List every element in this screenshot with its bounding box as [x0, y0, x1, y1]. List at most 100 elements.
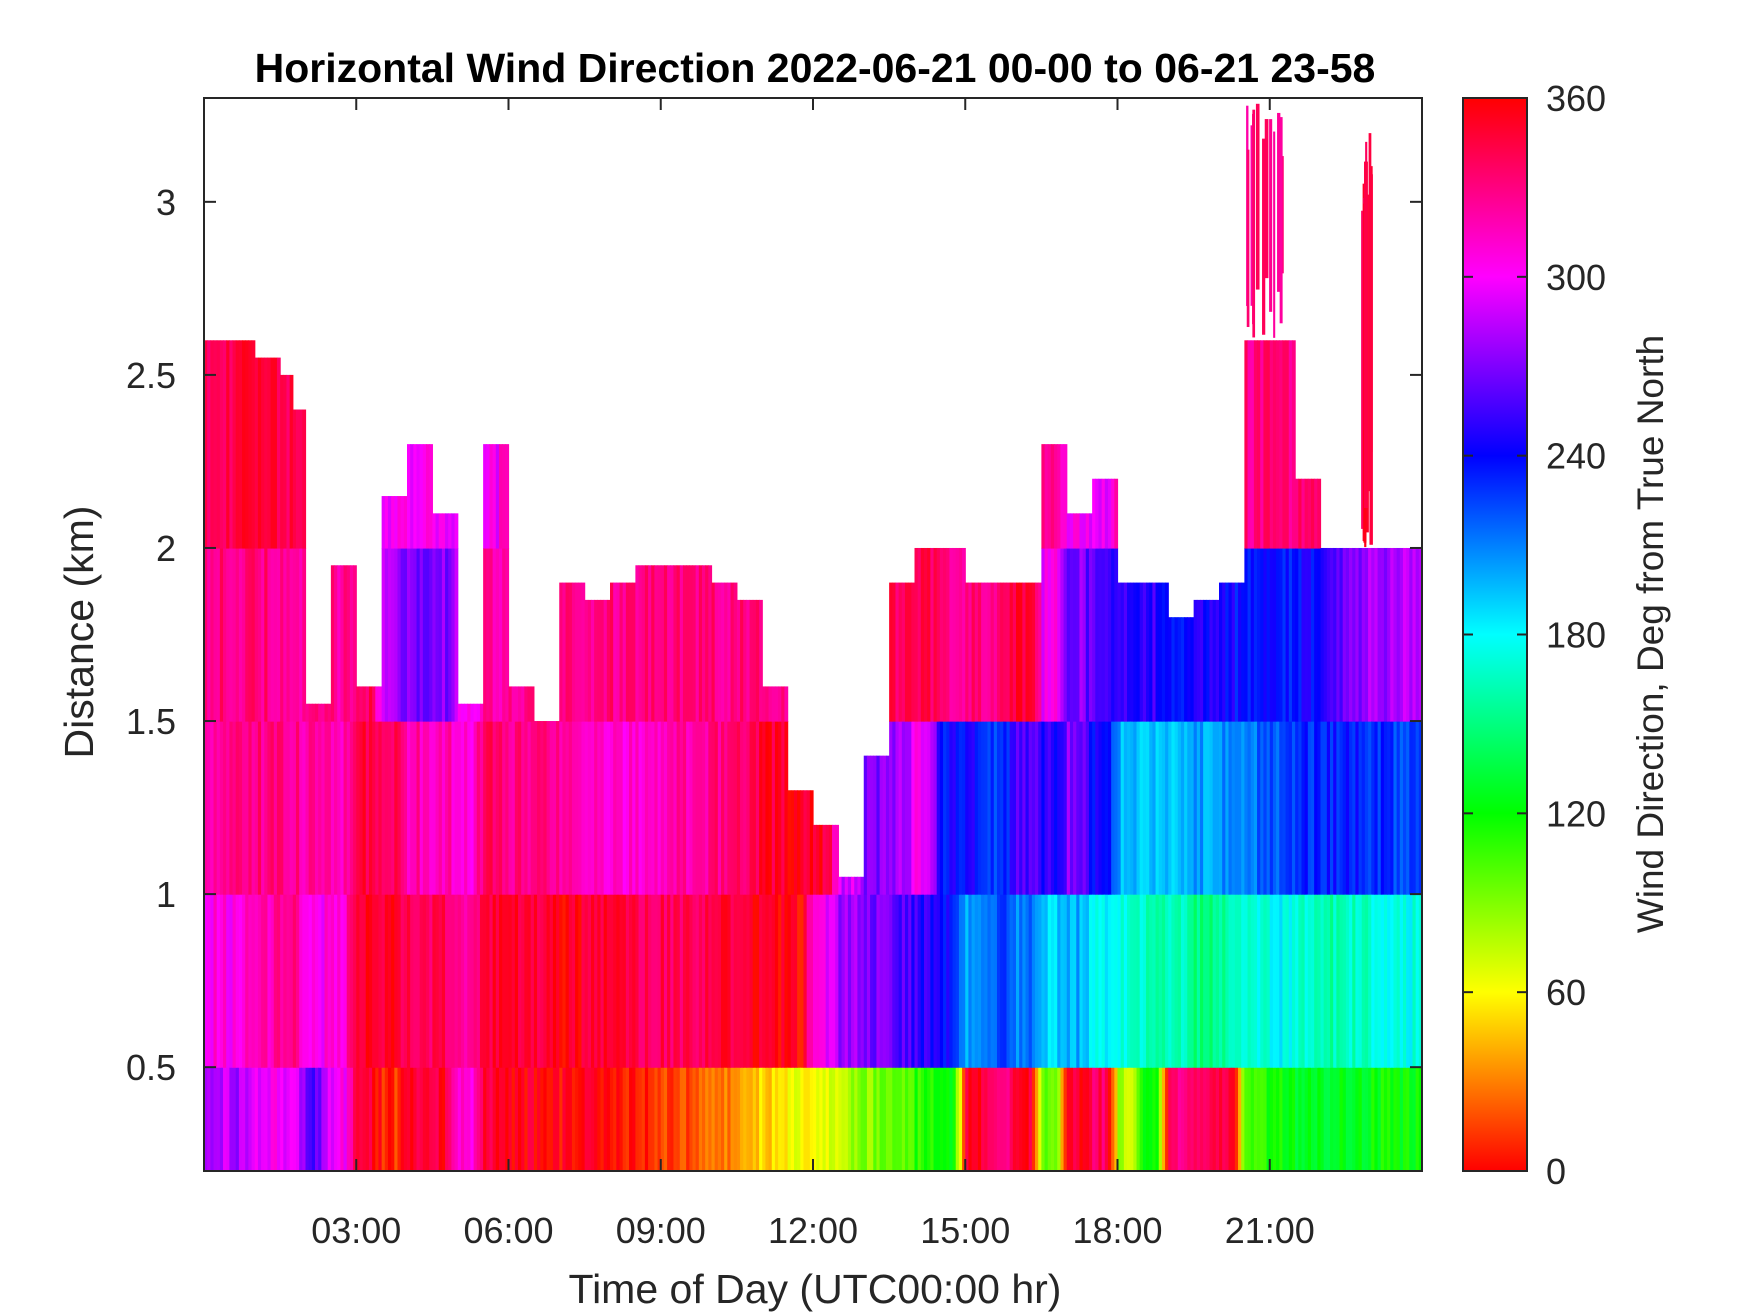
x-tick-label: 12:00	[768, 1210, 858, 1251]
heatmap-cell	[781, 894, 786, 1068]
heatmap-cell	[1082, 894, 1087, 1068]
heatmap-cell	[1003, 894, 1008, 1068]
heatmap-cell	[1044, 444, 1049, 549]
heatmap-cell	[889, 582, 893, 722]
heatmap-cell	[679, 894, 684, 1068]
heatmap-cell	[210, 547, 215, 722]
heatmap-cell	[1212, 721, 1217, 895]
heatmap-cell	[717, 1067, 722, 1172]
heatmap-cell	[286, 547, 291, 722]
heatmap-cell	[1212, 599, 1217, 722]
heatmap-cell	[904, 894, 909, 1068]
heatmap-cell	[502, 894, 506, 1068]
heatmap-cell	[819, 824, 824, 895]
heatmap-cell	[1276, 340, 1280, 549]
heatmap-cell	[1352, 547, 1356, 722]
heatmap-cell	[407, 547, 411, 722]
heatmap-cell	[1323, 547, 1328, 722]
heatmap-cell	[1022, 1067, 1027, 1172]
heatmap-cell	[708, 565, 713, 722]
heatmap-cell	[1047, 894, 1052, 1068]
heatmap-cell	[518, 894, 522, 1068]
heatmap-cell	[860, 876, 865, 895]
heatmap-plot-area	[204, 103, 1423, 1172]
heatmap-cell	[1009, 582, 1014, 722]
heatmap-cell	[838, 1067, 843, 1172]
heatmap-cell	[346, 721, 351, 895]
heatmap-cell	[1038, 582, 1042, 722]
heatmap-cell	[473, 703, 478, 722]
colorbar-tick-label: 360	[1546, 78, 1606, 119]
heatmap-cell	[1092, 547, 1096, 722]
heatmap-cell	[1165, 1067, 1169, 1172]
heatmap-cell	[1253, 1067, 1258, 1172]
heatmap-cell	[514, 686, 519, 722]
heatmap-cell	[943, 1067, 947, 1172]
heatmap-cell	[692, 565, 697, 722]
heatmap-cell	[1409, 547, 1414, 722]
heatmap-cell	[486, 721, 491, 895]
heatmap-cell	[410, 894, 414, 1068]
heatmap-cell	[498, 444, 503, 549]
heatmap-cell	[1364, 547, 1369, 722]
heatmap-cell	[273, 357, 278, 549]
heatmap-cell	[832, 1067, 836, 1172]
heatmap-cell	[993, 894, 998, 1068]
heatmap-cell	[924, 1067, 928, 1172]
heatmap-cell	[784, 686, 789, 722]
heatmap-cell	[695, 1067, 700, 1172]
heatmap-cell	[204, 721, 208, 895]
heatmap-cell	[936, 1067, 941, 1172]
heatmap-cell	[1291, 894, 1296, 1068]
heatmap-cell	[334, 565, 338, 722]
heatmap-cell	[816, 824, 820, 895]
heatmap-cell	[365, 1067, 370, 1172]
heatmap-plume-cell	[1252, 113, 1255, 325]
heatmap-cell	[441, 721, 446, 895]
heatmap-cell	[1085, 894, 1090, 1068]
heatmap-cell	[1257, 894, 1261, 1068]
heatmap-cell	[1038, 1067, 1042, 1172]
heatmap-cell	[711, 894, 716, 1068]
heatmap-cell	[1380, 1067, 1385, 1172]
heatmap-cell	[257, 547, 262, 722]
heatmap-cell	[426, 444, 430, 549]
x-tick-label: 15:00	[920, 1210, 1010, 1251]
heatmap-cell	[920, 1067, 925, 1172]
heatmap-cell	[590, 894, 595, 1068]
heatmap-cell	[1206, 1067, 1211, 1172]
heatmap-cell	[981, 582, 985, 722]
heatmap-cell	[286, 374, 291, 549]
heatmap-cell	[949, 721, 954, 895]
heatmap-cell	[882, 1067, 887, 1172]
heatmap-cell	[651, 721, 655, 895]
heatmap-cell	[1399, 894, 1404, 1068]
heatmap-cell	[1285, 547, 1290, 722]
heatmap-cell	[1320, 721, 1325, 895]
heatmap-cell	[1304, 894, 1309, 1068]
heatmap-cell	[1152, 582, 1157, 722]
heatmap-cell	[1187, 721, 1192, 895]
heatmap-cell	[1257, 547, 1261, 722]
heatmap-cell	[714, 582, 719, 722]
heatmap-cell	[1123, 582, 1128, 722]
heatmap-cell	[866, 1067, 871, 1172]
heatmap-cell	[280, 1067, 284, 1172]
heatmap-cell	[1085, 513, 1090, 549]
heatmap-cell	[524, 721, 529, 895]
heatmap-cell	[368, 721, 373, 895]
heatmap-cell	[1142, 894, 1147, 1068]
heatmap-cell	[863, 894, 868, 1068]
heatmap-cell	[1247, 340, 1252, 549]
heatmap-cell	[508, 721, 513, 895]
heatmap-cell	[1177, 894, 1182, 1068]
heatmap-cell	[1069, 894, 1074, 1068]
heatmap-cell	[1146, 582, 1150, 722]
heatmap-cell	[619, 894, 624, 1068]
heatmap-cell	[394, 1067, 399, 1172]
heatmap-cell	[492, 1067, 497, 1172]
heatmap-cell	[667, 894, 671, 1068]
heatmap-cell	[324, 1067, 329, 1172]
heatmap-cell	[1228, 1067, 1233, 1172]
heatmap-cell	[901, 721, 906, 895]
